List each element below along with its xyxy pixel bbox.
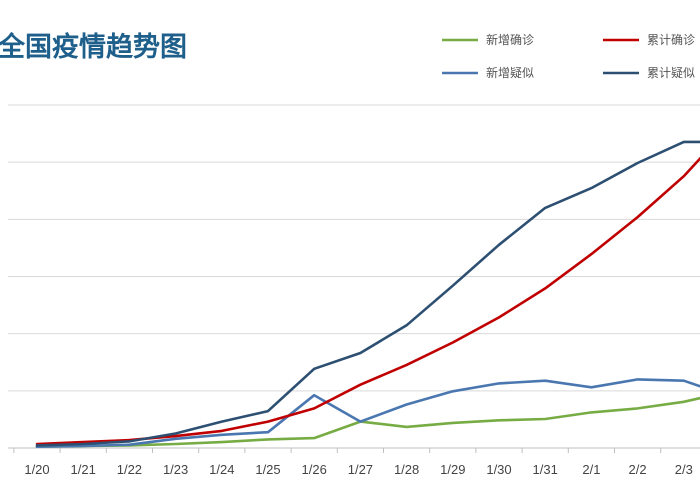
chart-title: 全国疫情趋势图: [0, 31, 187, 63]
series-line: [35, 140, 700, 447]
x-tick-label: 1/31: [533, 462, 558, 477]
x-tick-label: 1/24: [209, 462, 234, 477]
x-tick-label: 1/26: [302, 462, 327, 477]
x-tick-label: 1/29: [440, 462, 465, 477]
x-tick-label: 1/21: [71, 462, 96, 477]
series-layer: [35, 140, 700, 449]
gridlines: [8, 104, 700, 392]
x-tick-label: 1/30: [486, 462, 511, 477]
x-tick-label: 2/3: [675, 462, 693, 477]
x-tick-label: 1/25: [255, 462, 280, 477]
series-line: [35, 396, 700, 449]
legend-label: 累计疑似: [647, 65, 695, 80]
x-tick-label: 1/20: [24, 462, 49, 477]
x-tick-label: 1/27: [348, 462, 373, 477]
x-tick-label: 1/23: [163, 462, 188, 477]
legend-label: 累计确诊: [647, 33, 695, 47]
x-tick-label: 2/2: [629, 462, 647, 477]
legend-label: 新增疑似: [486, 65, 534, 80]
series-line: [35, 156, 700, 446]
x-tick-label: 1/28: [394, 462, 419, 477]
x-tick-label: 2/1: [582, 462, 600, 477]
x-tick-label: 1/22: [117, 462, 142, 477]
axes: [8, 447, 700, 453]
legend-label: 新增确诊: [486, 32, 534, 47]
series-line: [35, 378, 700, 449]
x-axis-ticks: 1/20 1/21 1/22 1/23 1/24 1/25 1/26 1/27 1/28 1/29…: [24, 462, 692, 477]
